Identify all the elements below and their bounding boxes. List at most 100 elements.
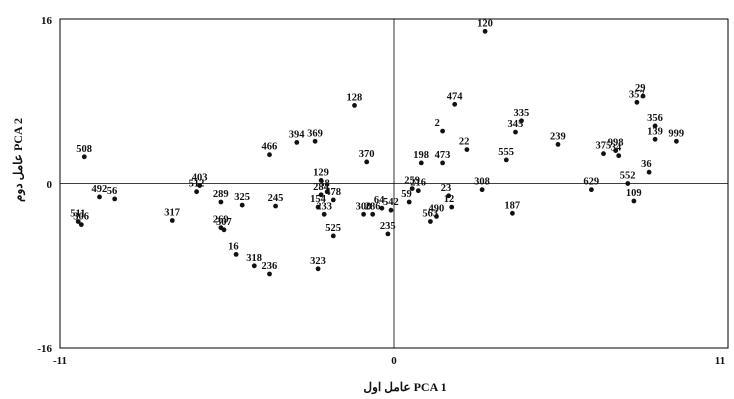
point-label: 317 [164,208,180,219]
scatter-point: 109 [626,188,642,204]
point-marker [434,214,439,219]
point-marker [233,252,239,257]
scatter-point: 129 [313,167,329,183]
point-marker [352,103,357,108]
y-axis-title: عامل دوم PCA 2 [11,118,26,202]
point-label: 508 [76,144,92,155]
point-marker [646,169,652,175]
point-marker [503,157,509,163]
point-marker [634,99,640,105]
point-marker [294,140,300,145]
point-marker [197,183,203,189]
scatter-point: 490 [429,203,445,219]
point-marker [112,196,118,202]
x-tick-min: -11 [53,355,67,367]
y-tick-zero: 0 [47,179,53,191]
point-label: 335 [514,108,530,119]
point-label: 16 [228,241,239,252]
point-label: 370 [359,149,375,160]
point-marker [330,197,336,203]
point-label: 129 [313,167,329,178]
point-label: 284 [313,182,330,193]
point-label: 269 [213,215,229,226]
point-label: 307 [216,217,232,228]
scatter-point: 357 [629,89,645,105]
scatter-point: 12 [444,194,455,210]
point-marker [555,142,561,147]
scatter-point: 236 [262,261,278,277]
scatter-point: 16 [228,241,239,257]
point-marker [674,138,679,144]
point-label: 318 [246,253,262,264]
point-marker [652,136,658,142]
point-label: 34 [611,143,622,154]
point-marker [315,204,321,210]
scatter-point: 492 [92,184,108,200]
point-marker [440,160,445,166]
point-label: 233 [316,201,332,212]
point-label: 356 [647,113,663,124]
point-label: 236 [262,261,278,272]
point-marker [267,271,272,277]
scatter-point: 286 [365,201,381,217]
point-label: 345 [508,119,524,130]
point-label: 466 [262,142,278,153]
scatter-point: 474 [447,91,463,107]
scatter-point: 38 [319,179,330,195]
point-label: 512 [189,179,205,190]
point-marker [440,128,445,134]
scatter-point: 508 [76,144,92,160]
point-marker [218,199,224,205]
point-marker [324,189,330,195]
point-label: 239 [550,131,566,142]
point-label: 22 [459,137,470,148]
scatter-point: 394 [289,129,306,145]
point-label: 128 [347,92,363,103]
point-label: 492 [92,184,108,195]
scatter-point: 300 [356,201,371,217]
point-label: 216 [410,178,426,189]
point-label: 12 [444,194,455,205]
point-marker [479,187,485,193]
point-marker [361,211,366,217]
scatter-point: 306 [73,212,89,228]
point-marker [464,147,470,153]
point-label: 286 [365,201,381,212]
scatter-point: 552 [620,171,636,186]
scatter-point: 356 [647,113,663,129]
point-label: 23 [441,183,452,194]
point-marker [318,178,324,183]
point-marker [616,153,622,159]
point-marker [510,210,515,216]
point-label: 29 [635,83,646,94]
point-marker [388,207,394,213]
point-marker [267,152,272,158]
point-marker [273,203,278,209]
point-label: 478 [325,187,341,198]
scatter-point: 345 [508,119,524,135]
point-marker [409,186,415,192]
point-label: 2 [435,118,440,129]
scatter-point: 59 [401,189,412,205]
point-marker [449,204,455,210]
scatter-point: 29 [635,83,646,99]
point-label: 552 [620,171,636,182]
point-marker [418,160,424,166]
scatter-point: 235 [380,221,396,237]
point-label: 59 [401,189,412,200]
scatter-point: 2 [435,118,445,134]
scatter-point: 245 [268,193,283,209]
point-marker [370,211,376,217]
point-marker [97,194,102,200]
scatter-point: 512 [189,179,205,195]
point-label: 490 [429,203,445,214]
point-label: 120 [477,18,493,29]
point-marker [613,148,619,154]
point-label: 357 [629,89,645,100]
point-marker [318,192,324,198]
point-label: 394 [289,129,306,140]
point-label: 198 [413,150,429,161]
scatter-point: 216 [410,178,426,194]
